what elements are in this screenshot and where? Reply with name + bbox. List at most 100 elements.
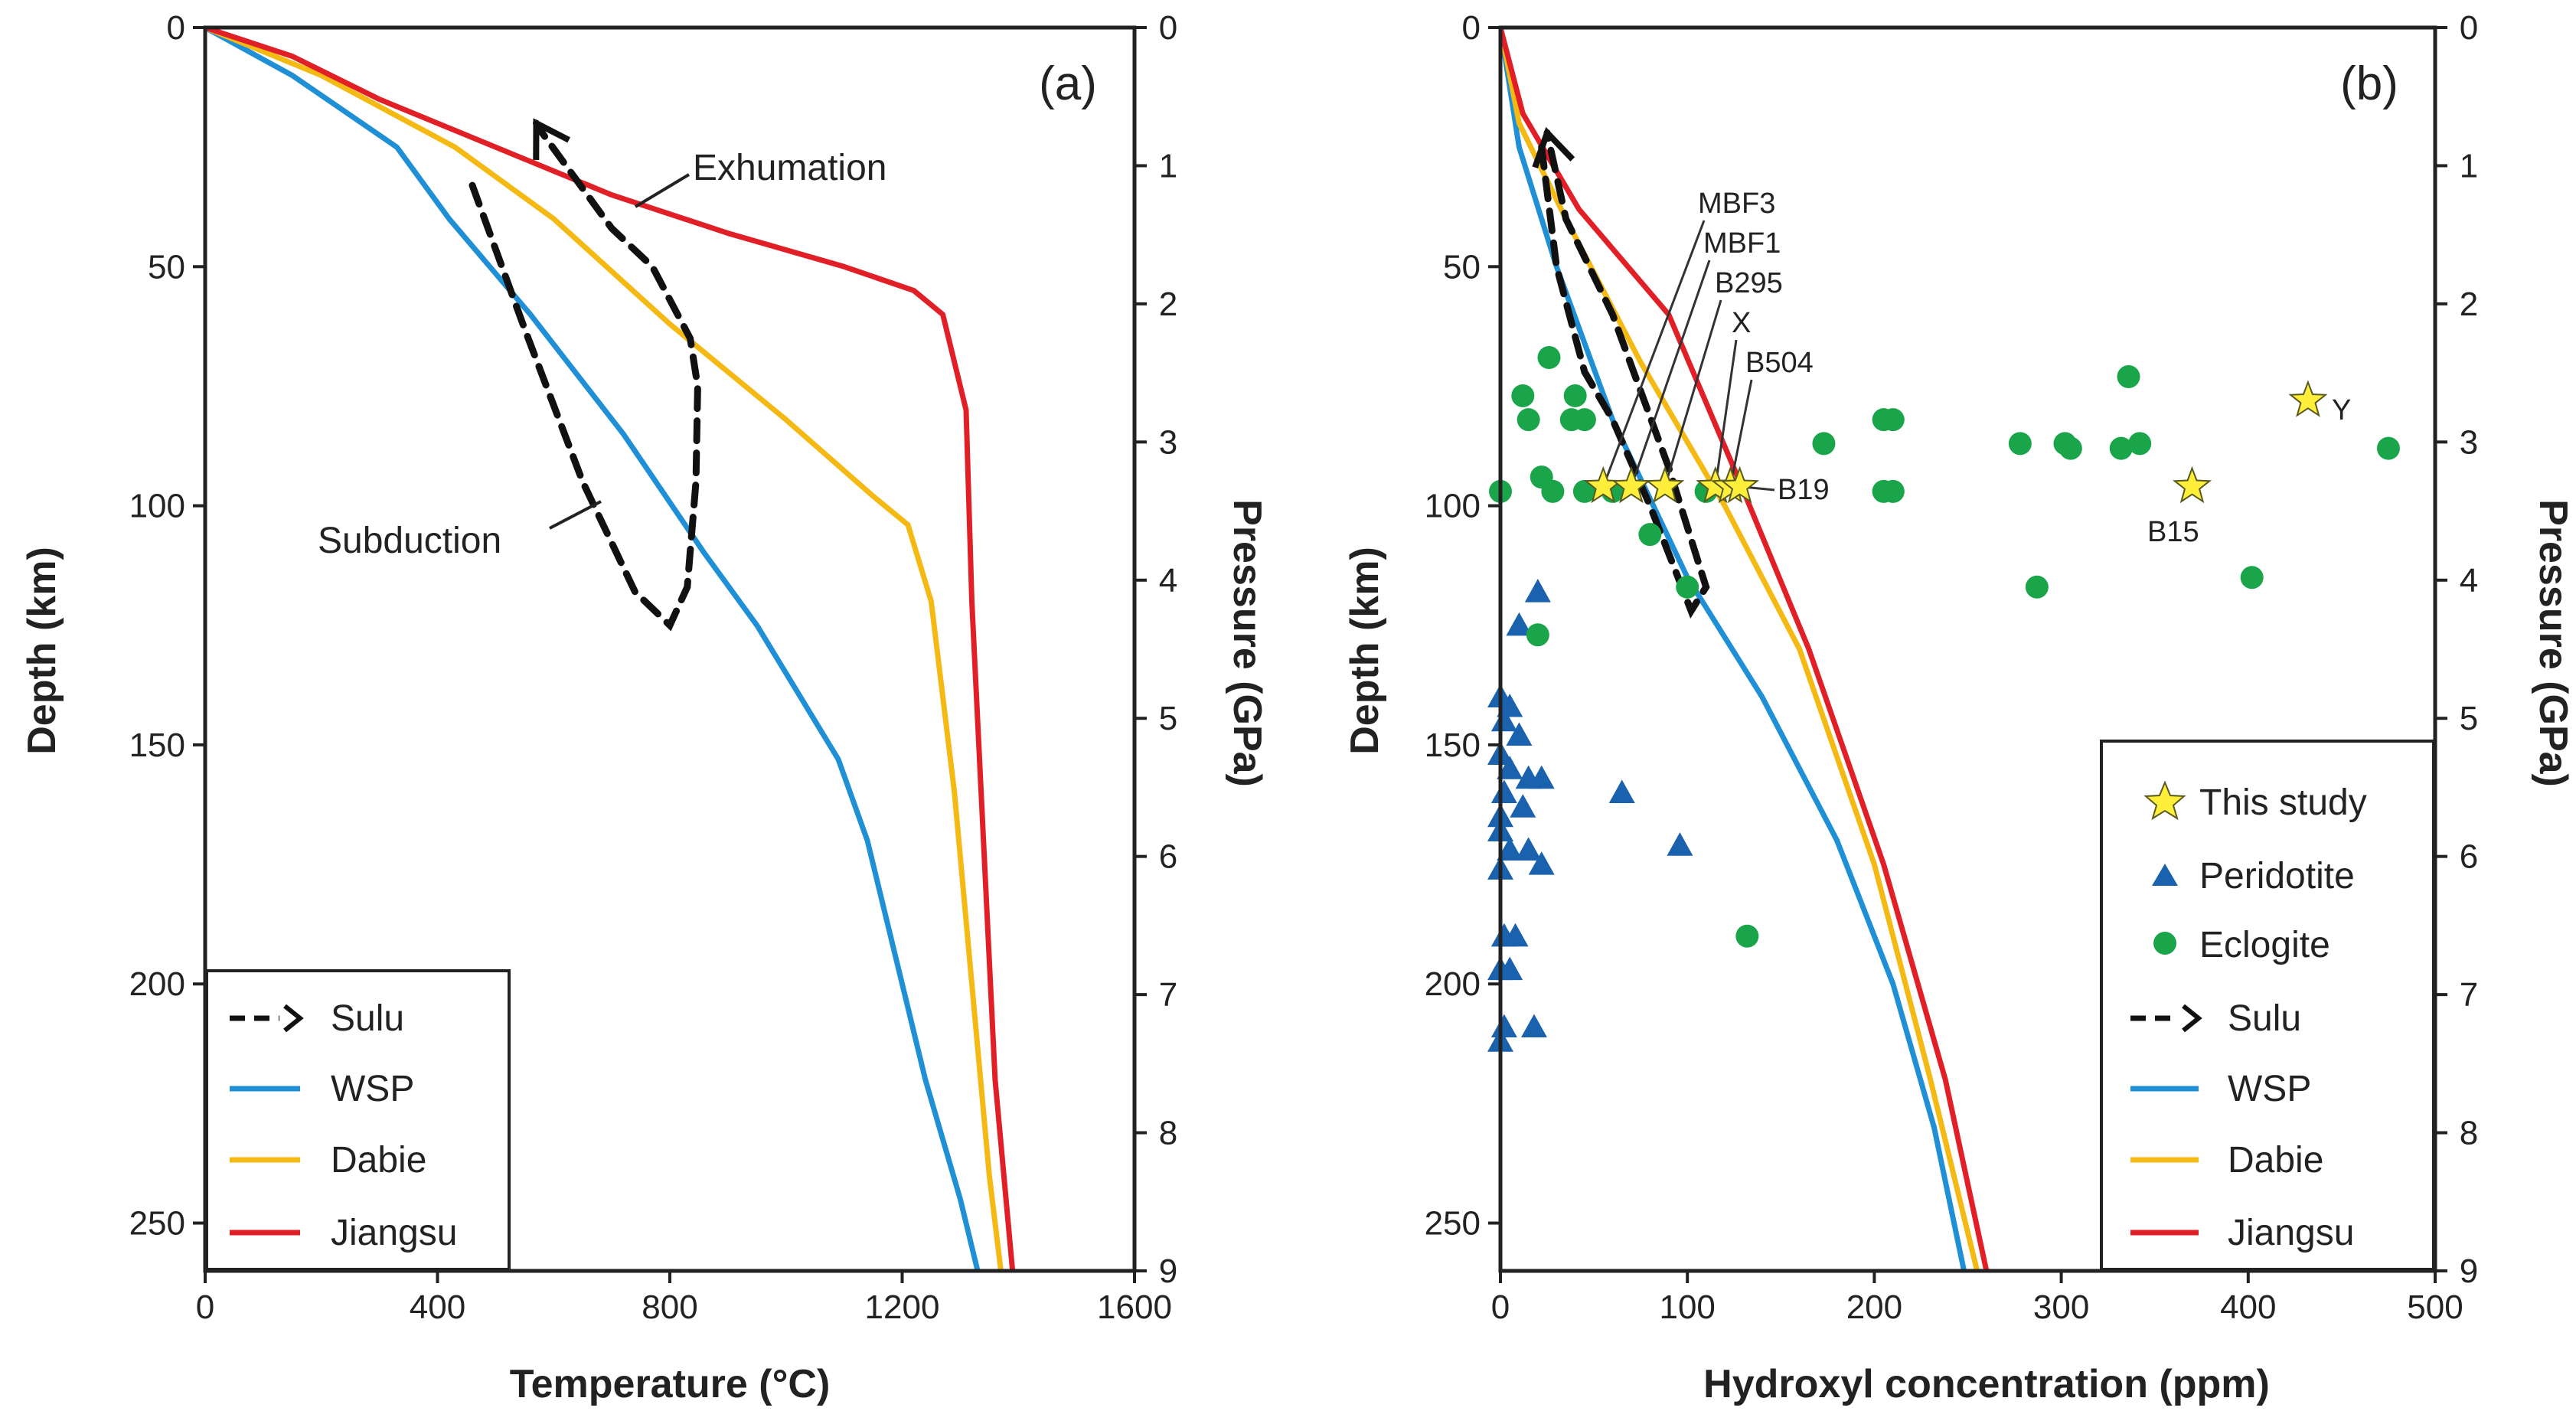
- eclogite-point: [2025, 575, 2049, 599]
- peridotite-point: [1497, 756, 1523, 779]
- a-exhumation-leader: [634, 173, 691, 208]
- y-tick-label: 150: [129, 727, 185, 764]
- y2-tick-label: 6: [1159, 838, 1177, 876]
- peridotite-point: [1506, 612, 1533, 636]
- sulu-arrow-icon: [1532, 126, 1575, 169]
- b-legend-sulu-label: Sulu: [2228, 998, 2301, 1039]
- this-study-point-b19: [1720, 465, 1760, 504]
- y2-tick-label: 7: [1159, 976, 1177, 1014]
- y-tick-label: 100: [129, 488, 185, 525]
- a-y-axis-title: Depth (km): [20, 547, 64, 755]
- peridotite-point: [1502, 923, 1529, 947]
- b-peridotite-points: [1487, 579, 1693, 1052]
- this-study-point-y: [2288, 380, 2328, 417]
- eclogite-point: [1537, 345, 1561, 369]
- x-tick-label: 100: [1659, 1288, 1715, 1326]
- b-sample-leaders: [1601, 220, 1775, 492]
- y2-tick-label: 8: [1159, 1115, 1177, 1152]
- y2-tick-label: 8: [2460, 1115, 2478, 1152]
- peridotite-point: [1506, 722, 1533, 746]
- y2-tick-label: 5: [2460, 700, 2478, 737]
- peridotite-point: [1520, 1014, 1547, 1038]
- eclogite-point: [2008, 432, 2032, 456]
- b-panel-label: (b): [2340, 57, 2398, 110]
- eclogite-point: [1881, 408, 1905, 432]
- sulu-arrow-icon: [533, 118, 571, 160]
- b-y-axis-title: Depth (km): [1343, 547, 1387, 755]
- eclogite-point: [2376, 436, 2400, 460]
- y2-tick-label: 1: [1159, 147, 1177, 185]
- eclogite-point: [1881, 479, 1905, 503]
- x-tick-label: 800: [642, 1288, 697, 1326]
- eclogite-point: [1676, 575, 1699, 599]
- eclogite-point: [2059, 436, 2082, 460]
- peridotite-point: [1515, 837, 1542, 861]
- peridotite-point: [1524, 579, 1551, 603]
- y-tick-label: 200: [129, 965, 185, 1003]
- b-legend-this-study-label: This study: [2199, 782, 2367, 823]
- a-legend-dabie-label: Dabie: [331, 1140, 426, 1181]
- y2-tick-label: 2: [2460, 286, 2478, 323]
- y2-tick-label: 1: [2460, 147, 2478, 185]
- b-legend-sulu-arrow-icon: [2182, 1004, 2202, 1033]
- b-legend-wsp-label: WSP: [2228, 1069, 2311, 1109]
- b-legend-peridotite-label: Peridotite: [2199, 856, 2355, 897]
- y-tick-label: 50: [1443, 248, 1481, 286]
- y-tick-label: 0: [167, 9, 185, 47]
- panel-b: 0 100 200 300 400 500 0 50 100 150 200 250 0 1 2 3 4 5 6 7 8…: [1343, 9, 2575, 1406]
- a-panel-label: (a): [1039, 57, 1097, 110]
- peridotite-point: [1528, 851, 1555, 875]
- a-curves: [205, 28, 1016, 1271]
- series-line-wsp: [205, 28, 981, 1271]
- x-tick-label: 200: [1846, 1288, 1902, 1326]
- y-tick-label: 250: [1425, 1205, 1481, 1243]
- peridotite-point: [1490, 779, 1517, 803]
- b-sulu-path: [1532, 126, 1710, 619]
- peridotite-point: [1497, 956, 1523, 981]
- peridotite-point: [1667, 832, 1693, 856]
- b-label-mbf1: MBF1: [1703, 227, 1781, 260]
- x-tick-label: 1600: [1097, 1288, 1172, 1326]
- y2-tick-label: 2: [1159, 286, 1177, 323]
- eclogite-point: [1517, 408, 1540, 432]
- eclogite-point: [1563, 384, 1587, 407]
- eclogite-point: [1638, 523, 1662, 547]
- x-tick-label: 500: [2407, 1288, 2463, 1326]
- y-tick-label: 200: [1425, 965, 1481, 1003]
- y-tick-label: 250: [129, 1205, 185, 1243]
- y2-tick-label: 6: [2460, 838, 2478, 876]
- b-legend-jiangsu-label: Jiangsu: [2228, 1213, 2354, 1253]
- b-legend-circle-icon: [2153, 932, 2176, 955]
- y-tick-label: 100: [1425, 488, 1481, 525]
- y2-tick-label: 0: [2460, 9, 2478, 47]
- x-tick-label: 400: [2220, 1288, 2276, 1326]
- y2-tick-label: 5: [1159, 700, 1177, 737]
- a-exhumation-label: Exhumation: [693, 148, 886, 188]
- b-label-b504: B504: [1745, 347, 1814, 379]
- y2-tick-label: 0: [1159, 9, 1177, 47]
- b-legend-box: [2100, 740, 2435, 1271]
- b-this-study-points: [1583, 380, 2328, 504]
- a-legend-jiangsu-label: Jiangsu: [331, 1213, 457, 1253]
- y2-tick-label: 9: [1159, 1253, 1177, 1290]
- y-tick-label: 0: [1462, 9, 1481, 47]
- y-tick-label: 150: [1425, 727, 1481, 764]
- x-tick-label: 0: [196, 1288, 214, 1326]
- series-line-dabie: [205, 28, 1004, 1271]
- sample-leader-line: [1663, 299, 1722, 488]
- a-sulu-path: [469, 118, 701, 632]
- a-subduction-label: Subduction: [318, 521, 501, 561]
- peridotite-point: [1528, 765, 1555, 789]
- sample-leader-line: [1729, 379, 1753, 487]
- eclogite-point: [2117, 364, 2140, 388]
- b-legend: This study Peridotite Eclogite Sulu WSP …: [2100, 740, 2435, 1271]
- y-tick-label: 50: [148, 248, 185, 286]
- eclogite-point: [1511, 384, 1535, 407]
- a-plot-frame: [203, 25, 1137, 1273]
- a-subduction-leader: [549, 500, 602, 530]
- a-legend-wsp-label: WSP: [331, 1069, 414, 1109]
- b-plot-frame: [1498, 25, 2437, 1273]
- peridotite-point: [1497, 837, 1523, 861]
- eclogite-point: [2240, 566, 2264, 590]
